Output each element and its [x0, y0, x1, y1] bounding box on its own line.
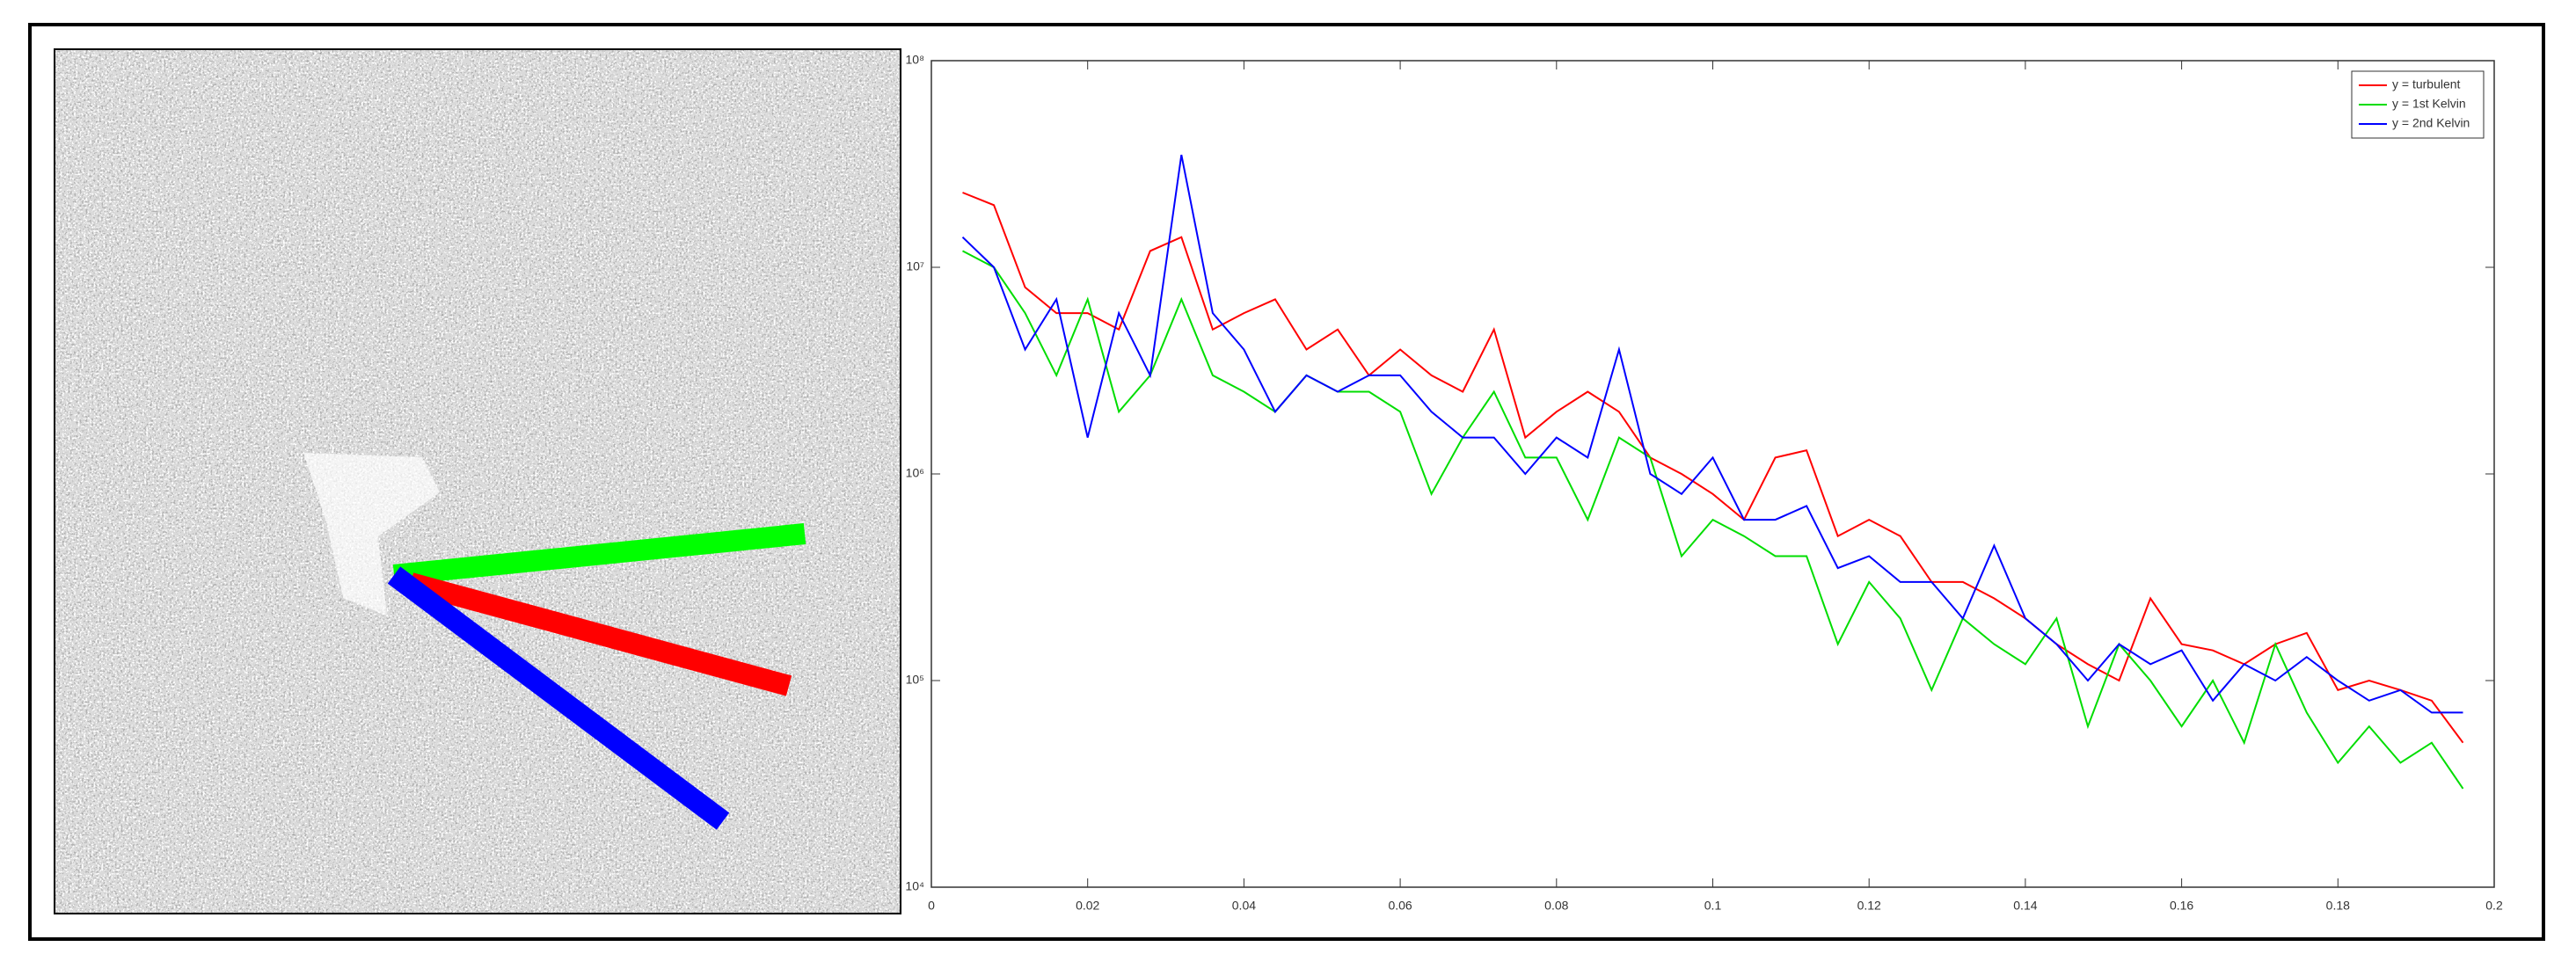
- x-tick-label: 0.06: [1388, 899, 1412, 913]
- blue-cut: [387, 566, 730, 830]
- y-tick-label: 10⁵: [906, 673, 924, 687]
- legend-label: y = turbulent: [2392, 77, 2461, 91]
- image-panel: [54, 48, 901, 914]
- x-tick-label: 0.12: [1857, 899, 1881, 913]
- green-cut: [392, 523, 806, 586]
- legend-label: y = 1st Kelvin: [2392, 97, 2466, 111]
- x-tick-label: 0.18: [2326, 899, 2350, 913]
- series-line: [962, 192, 2464, 744]
- frame: [28, 23, 2545, 941]
- x-tick-label: 0.02: [1076, 899, 1099, 913]
- x-tick-label: 0.1: [1704, 899, 1722, 913]
- x-tick-label: 0.14: [2013, 899, 2037, 913]
- x-tick-label: 0.2: [2485, 899, 2503, 913]
- plot: 0 0.02 0.04 0.06 0.08 0.1 0.12 0.14 0.16 0.18 0.2 1…: [905, 53, 2503, 913]
- wake-region: [303, 453, 440, 615]
- x-tick-label: 0.16: [2170, 899, 2193, 913]
- y-tick-label: 10⁸: [906, 53, 925, 67]
- y-tick-label: 10⁴: [905, 879, 924, 893]
- red-cut: [407, 572, 792, 696]
- x-tick-label: 0.08: [1544, 899, 1568, 913]
- speckle-image: [55, 49, 901, 914]
- x-tick-label: 0.04: [1232, 899, 1256, 913]
- image-border: [54, 48, 901, 914]
- plot-area: [930, 60, 2495, 888]
- x-tick-label: 0: [928, 899, 935, 913]
- legend-label: y = 2nd Kelvin: [2392, 116, 2470, 130]
- y-tick-label: 10⁷: [906, 259, 924, 273]
- series-line: [962, 250, 2464, 790]
- series-line: [961, 154, 2463, 714]
- y-tick-label: 10⁶: [906, 466, 924, 480]
